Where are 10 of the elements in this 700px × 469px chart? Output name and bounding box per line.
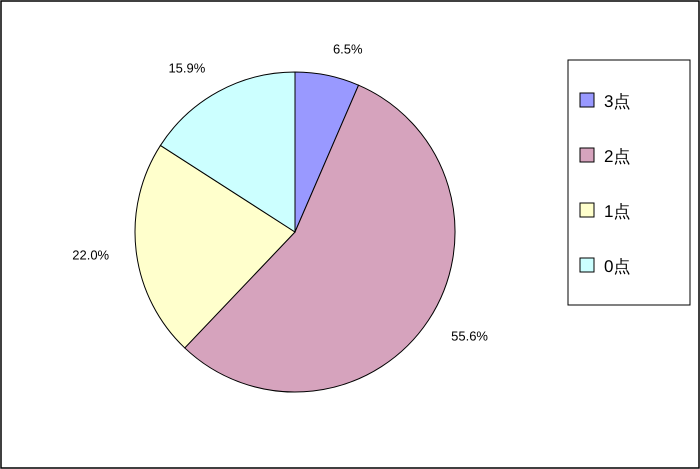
- legend-label: 2点: [604, 147, 630, 166]
- data-label: 22.0%: [72, 247, 110, 262]
- legend-label: 3点: [604, 92, 630, 111]
- legend-label: 1点: [604, 202, 630, 221]
- data-label: 6.5%: [332, 42, 364, 57]
- pie-slice: [160, 72, 296, 232]
- data-label: 55.6%: [451, 328, 488, 344]
- legend-label: 0点: [604, 257, 630, 276]
- pie-slice: [134, 144, 296, 348]
- data-label: 15.9%: [168, 60, 206, 76]
